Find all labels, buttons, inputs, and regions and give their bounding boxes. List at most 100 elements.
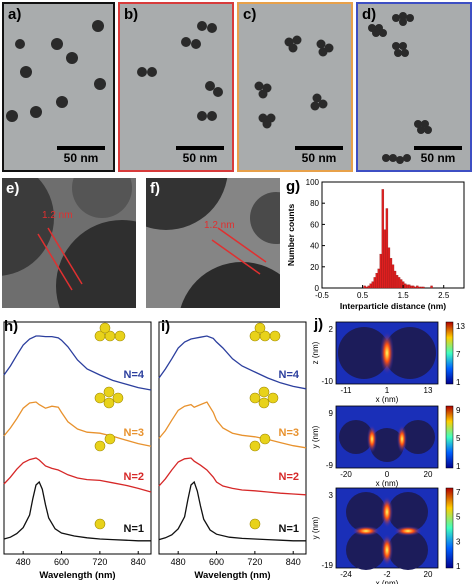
x-tick-label: 13 <box>424 386 433 395</box>
histogram-bar <box>387 247 391 289</box>
x-tick-label: -20 <box>340 470 352 479</box>
particle-disc <box>388 530 428 570</box>
panel-d: d) 50 nm <box>356 2 472 172</box>
hotspot <box>367 425 377 453</box>
panel-f-image: 1.2 nm <box>146 178 280 308</box>
particle-disc <box>339 420 373 454</box>
x-tick-label: 0 <box>385 470 390 479</box>
colorbar <box>445 321 454 385</box>
spectra-frame <box>3 321 152 555</box>
series-label: N=3 <box>279 427 300 439</box>
particle-disc <box>388 492 428 532</box>
colorbar-label: 7 <box>456 488 461 497</box>
y-tick-label: -19 <box>321 561 333 570</box>
hotspot <box>381 534 393 566</box>
nanoparticle-icon <box>258 386 270 398</box>
histogram-bar <box>393 270 397 289</box>
y-tick-label: 80 <box>310 199 319 208</box>
histogram-bar <box>420 286 423 289</box>
nanoparticle-icon <box>249 440 261 452</box>
histogram-bar <box>418 286 421 289</box>
particle-disc <box>346 492 386 532</box>
panel-g: 0 20 40 60 80 100 -0.5 0.5 1.5 2.5 Interparticle d… <box>282 176 472 312</box>
x-axis-label: Interparticle distance (nm) <box>340 301 446 311</box>
y-tick-label: 40 <box>310 242 319 251</box>
x-tick-label: 720 <box>247 557 262 567</box>
histogram-bar <box>373 277 376 289</box>
panel-b-particles <box>137 21 223 121</box>
nanoparticle-icon <box>267 392 279 404</box>
series-label: N=3 <box>124 427 145 439</box>
x-tick-label: 600 <box>54 557 69 567</box>
spectrum-line <box>158 480 306 542</box>
panel-c-particles <box>254 35 334 129</box>
spectra-h-chart: N=4 N=3 N=2 N=1 480 600 720 840 Wavelength (nm) <box>3 321 152 581</box>
histogram-bar <box>381 189 385 289</box>
x-tick-label: 2.5 <box>438 291 450 300</box>
panel-e-label: e) <box>6 180 20 197</box>
nanoparticle-icon <box>94 392 106 404</box>
panel-e: 1.2 nm e) <box>2 178 136 308</box>
histogram-bar <box>430 285 433 289</box>
x-tick-label: 20 <box>424 570 433 579</box>
panel-j-label: j) <box>314 316 324 333</box>
colorbar-label: 9 <box>456 406 461 415</box>
y-axis-label: Number counts <box>286 204 296 267</box>
colorbar-label: 1 <box>456 562 461 571</box>
particle-disc <box>370 428 404 462</box>
histogram-bar <box>389 258 393 289</box>
series-label: N=4 <box>279 369 300 381</box>
y-tick-label: -9 <box>326 461 334 470</box>
histogram-bar <box>399 279 403 289</box>
histogram-bar <box>404 283 407 289</box>
panel-c-label: c) <box>243 6 257 23</box>
x-tick-label: 720 <box>92 557 107 567</box>
nanoparticle-icon <box>269 330 281 342</box>
panel-i: N=4 N=3 N=2 N=1 480 600 720 840 Wavelength (nm) … <box>155 316 310 584</box>
x-tick-label: 480 <box>16 557 31 567</box>
y-axis-label: y (nm) <box>311 516 320 539</box>
spectrum-line <box>3 401 152 447</box>
x-axis-label: x (nm) <box>376 479 399 488</box>
colorbar-label: 13 <box>456 322 465 331</box>
colorbar-label: 3 <box>456 537 461 546</box>
nanoparticle-icon <box>258 397 270 409</box>
panel-d-scale-text: 50 nm <box>420 151 456 165</box>
histogram-bar <box>395 275 399 289</box>
colorbar <box>445 487 454 569</box>
panel-g-label: g) <box>286 178 301 195</box>
colorbar <box>445 405 454 469</box>
histogram-bar <box>377 268 380 289</box>
panel-b-label: b) <box>124 6 139 23</box>
nanoparticle-icon <box>94 518 106 530</box>
nanoparticle-icon <box>249 518 261 530</box>
nanoparticle-icon <box>114 330 126 342</box>
series-label: N=4 <box>124 369 145 381</box>
spectrum-line <box>3 480 151 542</box>
histogram-bar <box>375 273 378 289</box>
x-axis-label: x (nm) <box>376 395 399 404</box>
histogram-bar <box>391 264 395 289</box>
panel-a-label: a) <box>8 6 22 23</box>
hotspot <box>397 425 407 453</box>
y-tick-label: 100 <box>306 178 320 187</box>
series-label: N=2 <box>279 471 300 483</box>
panel-f: 1.2 nm f) <box>146 178 280 308</box>
hotspot <box>352 526 380 536</box>
panel-c-scalebar: 50 nm <box>295 146 343 165</box>
histogram-bar <box>371 281 374 289</box>
histogram-bar <box>412 285 415 289</box>
histogram-bar <box>379 253 382 289</box>
colorbar-label: 1 <box>456 462 461 471</box>
x-tick-label: 1.5 <box>398 291 410 300</box>
nanoparticle-icon <box>249 392 261 404</box>
x-axis-label: x (nm) <box>376 579 399 584</box>
x-tick-label: 600 <box>209 557 224 567</box>
x-tick-label: -0.5 <box>315 291 329 300</box>
y-tick-label: 2 <box>329 325 334 334</box>
histogram-bar <box>369 283 372 289</box>
histogram-bar <box>414 286 417 289</box>
x-tick-label: -24 <box>340 570 352 579</box>
